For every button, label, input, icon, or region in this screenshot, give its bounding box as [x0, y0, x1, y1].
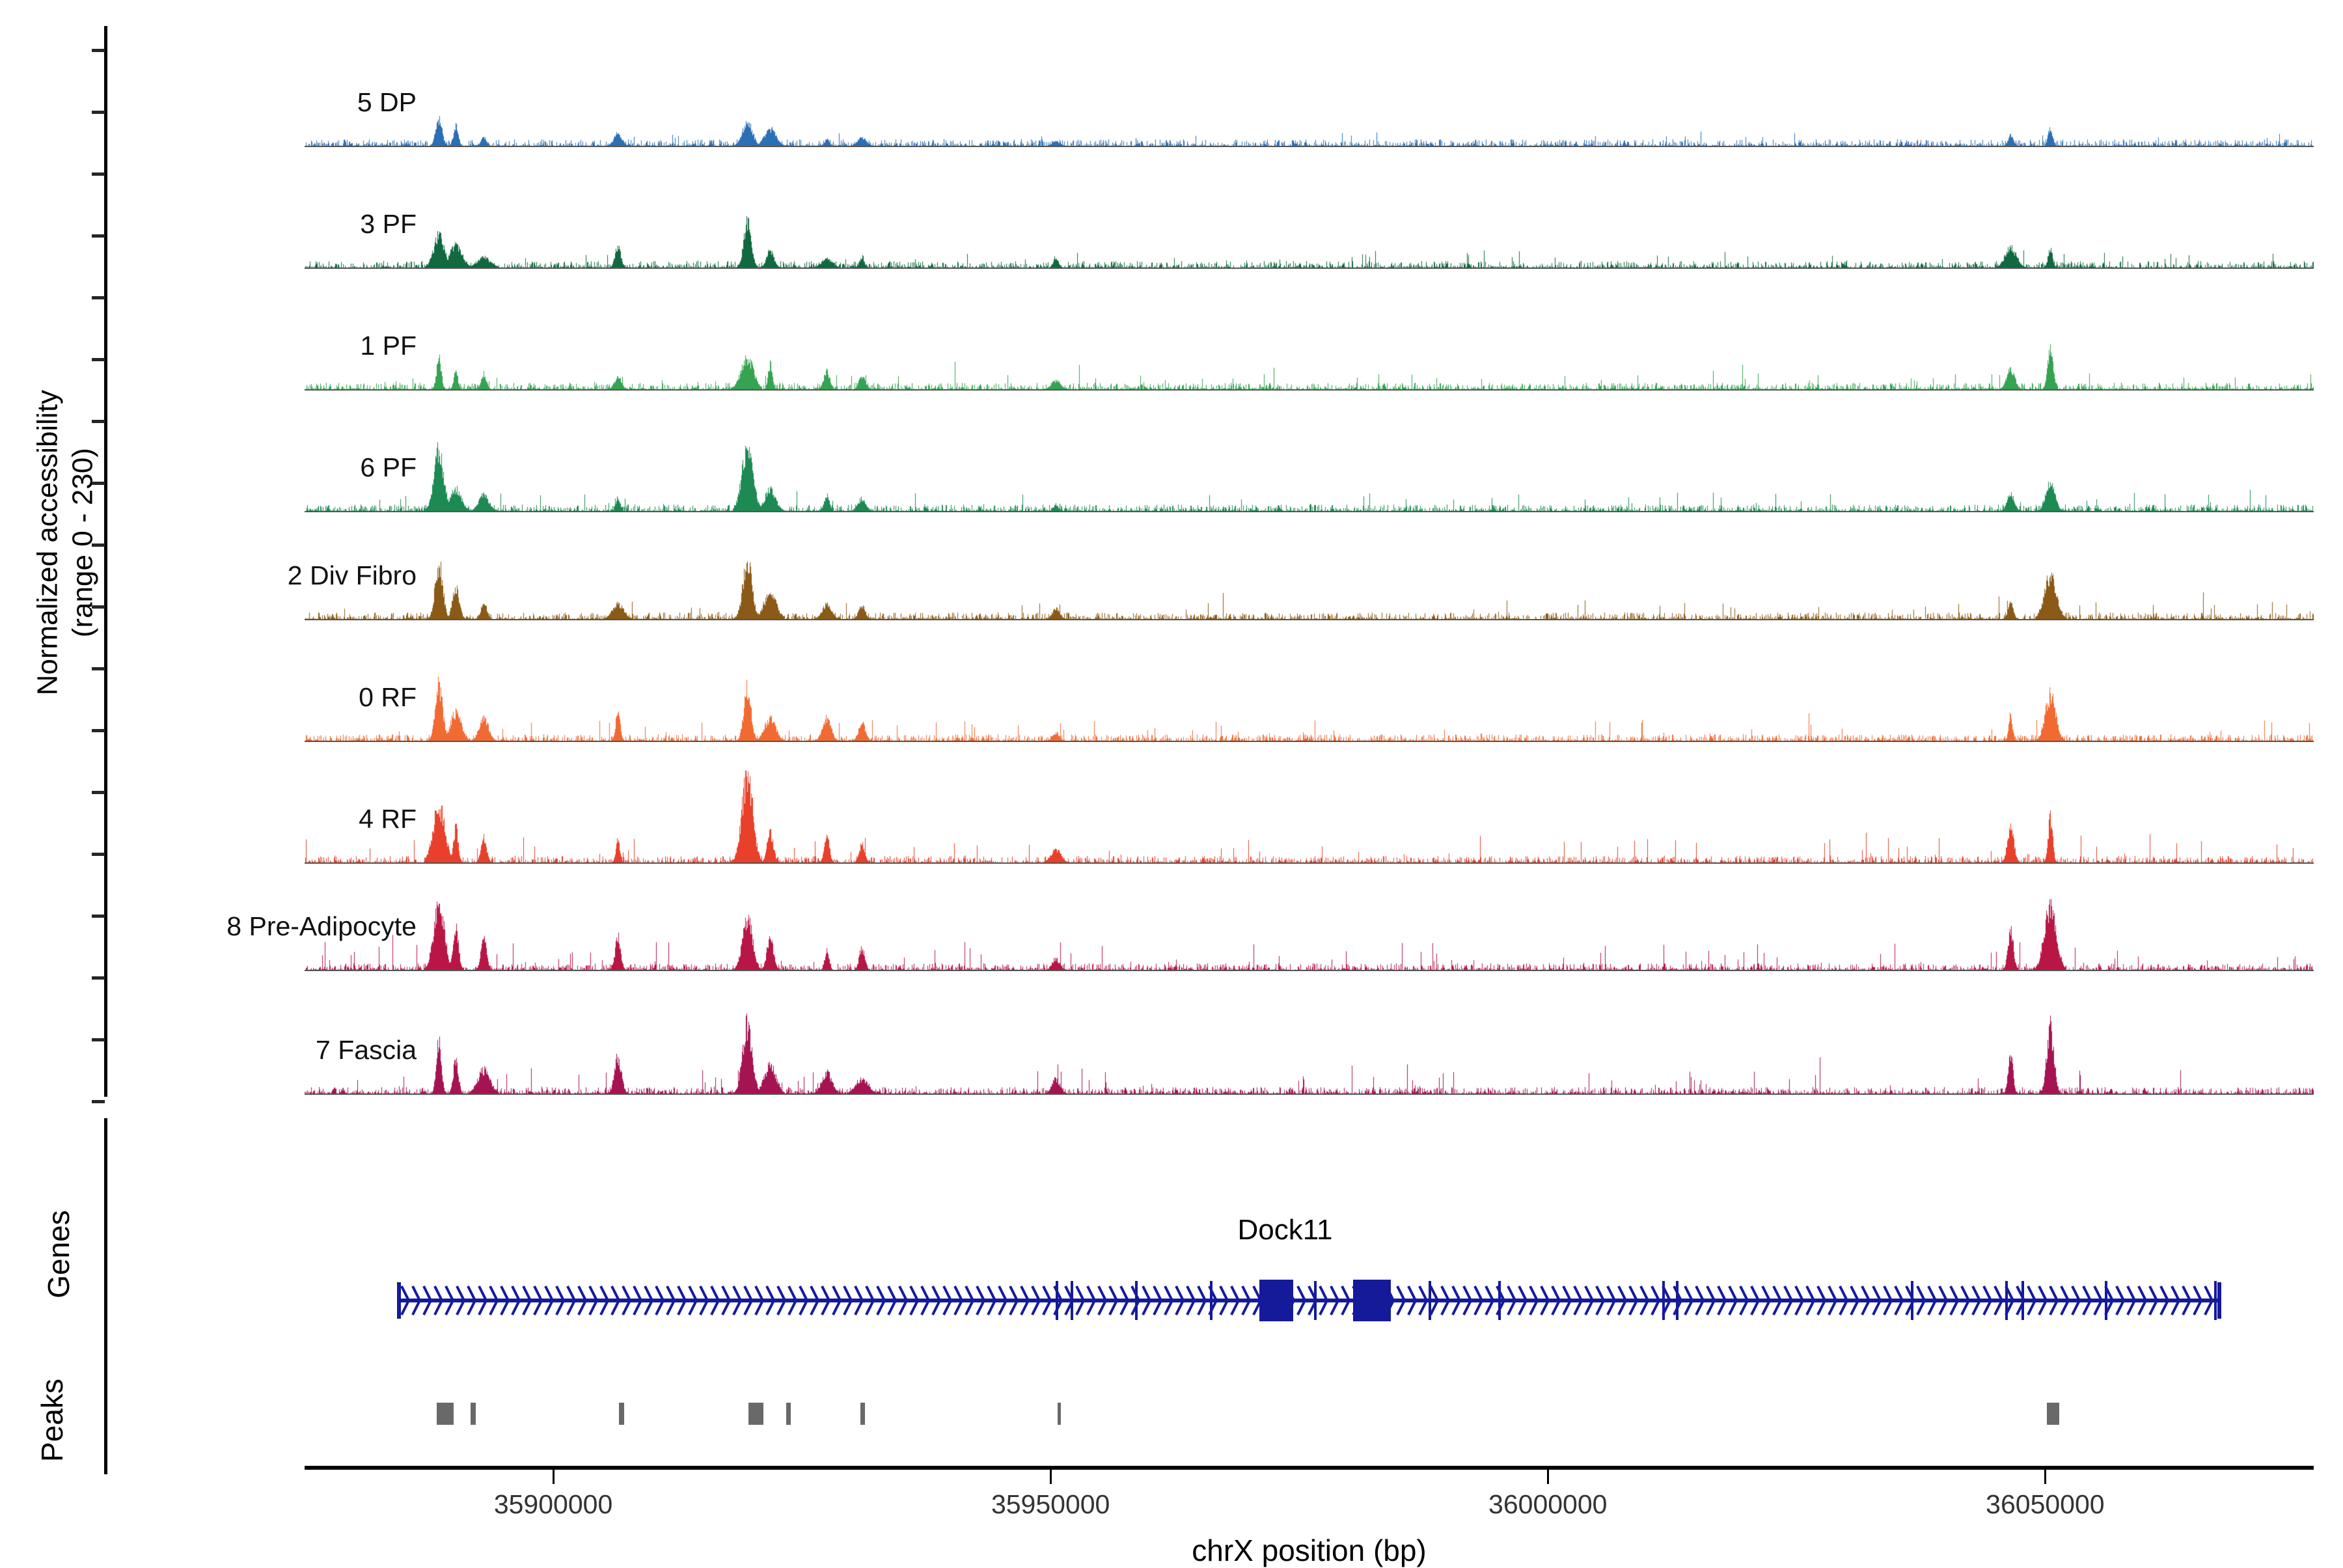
x-axis-tick-label-0: 35900000 [493, 1489, 613, 1519]
y-axis-tick [92, 543, 105, 547]
x-axis-tick-label-1: 35950000 [991, 1489, 1110, 1519]
gene-exon-tick [1428, 1281, 1431, 1320]
y-axis-tick [92, 1038, 105, 1041]
gene-backbone [399, 1299, 2219, 1302]
gene-exon-box [1352, 1280, 1391, 1321]
y-axis-tick [92, 111, 105, 114]
gene-exon-tick [1135, 1281, 1138, 1320]
track-baseline-5 [305, 741, 2314, 742]
gene-exon-tick [2214, 1281, 2217, 1320]
gene-endcap [397, 1282, 402, 1319]
gene-exon-tick [1314, 1281, 1317, 1320]
x-axis-tick-2 [1547, 1470, 1550, 1484]
gene-exon-tick [2005, 1281, 2008, 1320]
y-axis-label: Normalized accessibility (range 0 - 230) [30, 315, 100, 771]
track-baseline-7 [305, 970, 2314, 971]
y-axis-label-line2: (range 0 - 230) [66, 448, 98, 638]
y-axis-tick [92, 234, 105, 238]
track-signal-2 [305, 272, 2314, 389]
x-axis-tick-1 [1050, 1470, 1052, 1484]
track-baseline-4 [305, 619, 2314, 620]
track-signal-4 [305, 502, 2314, 619]
peak-block-4 [786, 1403, 791, 1425]
y-axis-tick [92, 976, 105, 980]
track-baseline-0 [305, 146, 2314, 147]
y-axis-tick [92, 605, 105, 609]
gene-exon-tick [2105, 1281, 2108, 1320]
gene-exon-tick [1911, 1281, 1914, 1320]
x-axis-tick-0 [553, 1470, 555, 1484]
gene-exon-box [1259, 1280, 1294, 1321]
y-axis-tick [92, 1100, 105, 1103]
gene-exon-tick [2021, 1281, 2024, 1320]
peak-block-0 [437, 1403, 454, 1425]
x-axis-line [305, 1466, 2314, 1470]
gene-exon-tick [1209, 1281, 1213, 1320]
y-axis-tick [92, 172, 105, 176]
peaks-spine [104, 1354, 107, 1474]
gene-exon-tick [1498, 1281, 1501, 1320]
peak-block-6 [1057, 1403, 1061, 1425]
peak-block-5 [860, 1403, 866, 1425]
track-signal-5 [305, 624, 2314, 741]
y-axis-tick [92, 853, 105, 856]
gene-exon-tick [1070, 1281, 1073, 1320]
peak-block-3 [748, 1403, 763, 1425]
y-axis-tick [92, 915, 105, 918]
gene-endcap [2217, 1282, 2221, 1319]
track-signal-6 [305, 745, 2314, 862]
x-axis-tick-label-2: 36000000 [1488, 1489, 1608, 1519]
track-baseline-8 [305, 1093, 2314, 1095]
gene-exon-tick [1055, 1281, 1058, 1320]
gene-exon-tick [1662, 1281, 1665, 1320]
track-signal-8 [305, 976, 2314, 1093]
gene-strand-arrows [400, 1286, 2214, 1315]
peak-block-7 [2047, 1403, 2059, 1425]
genes-spine [104, 1118, 107, 1379]
track-baseline-1 [305, 268, 2314, 269]
peak-block-2 [618, 1403, 624, 1425]
y-axis-tick [92, 482, 105, 485]
gene-exon-tick [1676, 1281, 1679, 1320]
y-axis-tick [92, 296, 105, 299]
y-axis-tick [92, 667, 105, 670]
gene-name-label: Dock11 [1237, 1214, 1333, 1246]
peak-block-1 [471, 1403, 476, 1425]
y-axis-tick [92, 420, 105, 423]
track-signal-1 [305, 150, 2314, 268]
y-axis-spine [104, 26, 107, 1097]
x-axis-title: chrX position (bp) [1192, 1534, 1427, 1567]
track-signal-0 [305, 29, 2314, 146]
peaks-side-label: Peaks [35, 1379, 69, 1462]
y-axis-label-line1: Normalized accessibility [31, 389, 64, 696]
y-axis-tick [92, 791, 105, 794]
track-baseline-2 [305, 389, 2314, 391]
track-signal-3 [305, 394, 2314, 511]
y-axis-tick [92, 729, 105, 732]
x-axis-tick-3 [2044, 1470, 2047, 1484]
x-axis-tick-label-3: 36050000 [1986, 1489, 2105, 1519]
y-axis-tick [92, 49, 105, 52]
track-signal-7 [305, 853, 2314, 970]
y-axis-tick [92, 358, 105, 361]
